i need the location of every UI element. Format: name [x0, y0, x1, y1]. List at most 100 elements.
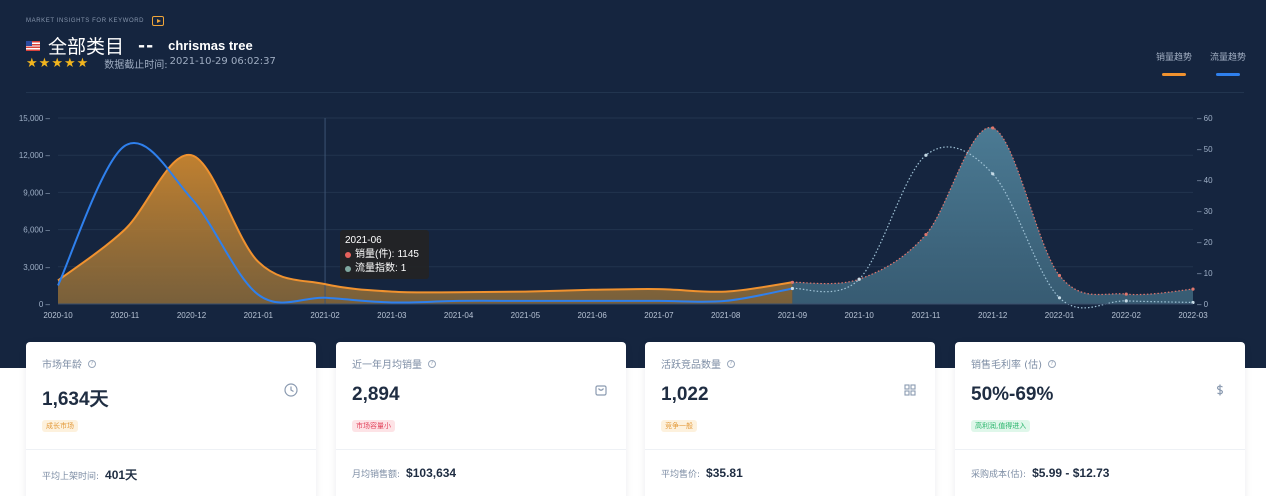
- sales-area-forecast: [792, 127, 1193, 304]
- card-value: 2,894: [352, 384, 400, 405]
- legend-sales-swatch: [1161, 73, 1186, 76]
- sales-point: [1057, 273, 1062, 278]
- status-badge: 成长市场: [42, 420, 78, 432]
- card-footer: 平均上架时间: 401天: [42, 466, 137, 483]
- card-title-text: 销售毛利率 (估): [971, 360, 1042, 371]
- card-divider: [955, 449, 1245, 450]
- card-divider: [26, 449, 316, 450]
- card-foot-value: $103,634: [406, 466, 457, 480]
- legend-sales[interactable]: 销量趋势: [1156, 50, 1192, 76]
- legend-traffic[interactable]: 流量趋势: [1210, 50, 1246, 76]
- card-title-text: 近一年月均销量: [352, 360, 422, 371]
- card-title: 近一年月均销量 ?: [352, 356, 436, 371]
- x-tick-label: 2022-02: [1112, 311, 1142, 320]
- x-tick-label: 2021-10: [844, 311, 874, 320]
- card-foot-value: 401天: [105, 468, 138, 482]
- traffic-point: [1124, 299, 1128, 303]
- status-badge: 高利润,值得进入: [971, 420, 1031, 432]
- card-divider: [645, 449, 935, 450]
- overline-text: MARKET INSIGHTS FOR KEYWORD: [26, 18, 145, 24]
- x-tick-label: 2021-05: [511, 311, 541, 320]
- update-time: 数据截止时间: 2021-10-29 06:02:37: [104, 56, 276, 71]
- legend-traffic-swatch: [1215, 73, 1240, 76]
- video-icon[interactable]: [152, 16, 165, 26]
- x-tick-label: 2021-03: [377, 311, 407, 320]
- card-monthly-sales: 近一年月均销量 ? 2,894 市场容量小 月均销售额: $103,634: [336, 342, 626, 496]
- card-footer: 平均售价: $35.81: [661, 466, 743, 480]
- category-name: 全部类目: [48, 36, 125, 58]
- sales-point: [790, 280, 795, 284]
- header-divider: [26, 92, 1244, 93]
- tooltip-traffic-name: 流量指数: [355, 263, 395, 274]
- x-tick-label: 2021-11: [912, 311, 941, 320]
- card-value: 50%-69%: [971, 384, 1054, 405]
- traffic-point: [991, 172, 995, 176]
- help-icon[interactable]: ?: [88, 359, 96, 368]
- card-title: 市场年龄 ?: [42, 356, 96, 371]
- card-foot-label: 平均上架时间:: [42, 472, 100, 482]
- card-foot-value: $5.99 - $12.73: [1032, 466, 1110, 480]
- card-foot-value: $35.81: [706, 466, 743, 480]
- help-icon[interactable]: ?: [727, 359, 735, 368]
- legend-traffic-label: 流量趋势: [1209, 53, 1246, 63]
- update-label: 数据截止时间:: [104, 60, 168, 71]
- status-badge: 竞争一般: [661, 420, 697, 432]
- card-footer: 月均销售额: $103,634: [352, 466, 456, 480]
- x-tick-label: 2021-01: [244, 311, 274, 320]
- x-tick-label: 2021-02: [310, 311, 340, 320]
- tooltip-traffic-value: 1: [400, 263, 407, 274]
- x-tick-label: 2020-10: [43, 311, 73, 320]
- sales-area-history: [58, 154, 793, 304]
- x-tick-label: 2020-12: [177, 311, 207, 320]
- x-tick-label: 2021-09: [778, 311, 808, 320]
- rating-stars: ★ ★ ★ ★ ★: [26, 55, 89, 71]
- y-right-tick-label: – 20: [1197, 238, 1213, 247]
- star-icon: ★: [51, 55, 63, 71]
- y-left-tick-label: 6,000 –: [23, 226, 50, 235]
- help-icon[interactable]: ?: [1047, 359, 1056, 368]
- y-right-tick-label: – 50: [1197, 145, 1213, 154]
- x-tick-label: 2021-06: [577, 311, 607, 320]
- star-icon: ★: [38, 55, 51, 71]
- star-icon: ★: [63, 55, 76, 71]
- card-value: 1,634天: [42, 389, 109, 410]
- star-icon: ★: [26, 55, 38, 71]
- card-title: 活跃竞品数量 ?: [661, 356, 735, 371]
- card-foot-label: 采购成本(估):: [971, 470, 1027, 480]
- traffic-point: [857, 277, 861, 281]
- title-separator: --: [138, 35, 155, 56]
- y-left-tick-label: 12,000 –: [19, 151, 51, 160]
- card-foot-label: 月均销售额:: [352, 470, 401, 480]
- shopping-bag-icon: [594, 382, 608, 401]
- chart-tooltip: 2021-06 销量(件): 1145 流量指数: 1: [340, 230, 429, 279]
- traffic-point: [1057, 296, 1062, 300]
- x-tick-label: 2022-01: [1045, 311, 1075, 320]
- tooltip-traffic-dot: [345, 266, 351, 272]
- help-icon[interactable]: ?: [428, 359, 436, 368]
- chart-legend: 销量趋势 流量趋势: [1156, 50, 1246, 76]
- card-market-age: 市场年龄 ? 1,634天 成长市场 平均上架时间: 401天: [26, 342, 316, 496]
- card-foot-label: 平均售价:: [661, 470, 701, 480]
- y-right-tick-label: – 10: [1197, 269, 1213, 278]
- y-right-tick-label: – 0: [1197, 300, 1209, 309]
- tooltip-row-sales: 销量(件): 1145: [345, 248, 424, 262]
- card-divider: [336, 449, 626, 450]
- clock-icon: [284, 382, 298, 401]
- sales-point: [924, 232, 928, 237]
- trend-chart[interactable]: 0 – 3,000 – 6,000 – 9,000 – 12,000 – 15,000 –…: [0, 100, 1266, 330]
- x-tick-label: 2021-07: [644, 311, 674, 320]
- traffic-point: [1191, 300, 1195, 305]
- card-value: 1,022: [661, 384, 709, 405]
- card-title: 销售毛利率 (估) ?: [971, 356, 1056, 371]
- sales-line-history: [57, 154, 793, 294]
- x-tick-label: 2022-03: [1178, 311, 1208, 320]
- tooltip-title: 2021-06: [345, 235, 382, 246]
- page-title: 全部类目 -- chrismas tree: [26, 32, 253, 59]
- star-icon: ★: [76, 55, 89, 71]
- status-badge: 市场容量小: [352, 420, 395, 432]
- card-gross-margin: 销售毛利率 (估) ? 50%-69% 高利润,值得进入 采购成本(估): $5…: [955, 342, 1245, 496]
- tooltip-sales-value: 1145: [397, 249, 419, 260]
- keyword-name: chrismas tree: [168, 38, 253, 53]
- tooltip-row-traffic: 流量指数: 1: [345, 262, 424, 276]
- y-left-tick-label: 9,000 –: [23, 188, 50, 197]
